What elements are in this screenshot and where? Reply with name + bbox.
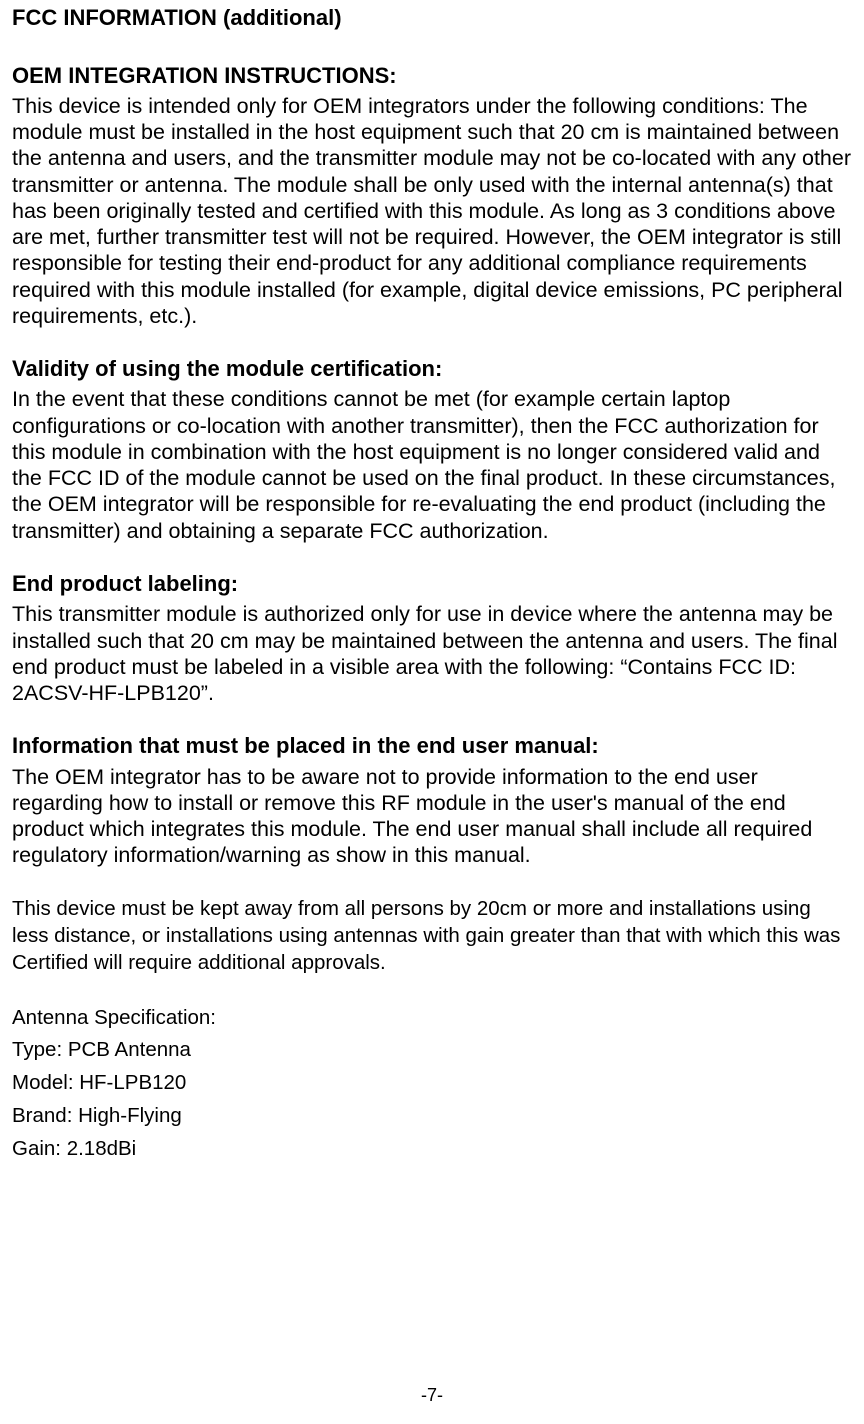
antenna-spec-gain: Gain: 2.18dBi (12, 1133, 852, 1166)
oem-body: This device is intended only for OEM int… (12, 93, 852, 329)
labeling-body: This transmitter module is authorized on… (12, 601, 852, 706)
oem-heading: OEM INTEGRATION INSTRUCTIONS: (12, 62, 852, 90)
antenna-spec-title: Antenna Specification: (12, 1002, 852, 1035)
distance-warning: This device must be kept away from all p… (12, 895, 852, 976)
validity-heading: Validity of using the module certificati… (12, 355, 852, 383)
antenna-spec-type: Type: PCB Antenna (12, 1034, 852, 1067)
labeling-heading: End product labeling: (12, 570, 852, 598)
antenna-spec-model: Model: HF-LPB120 (12, 1067, 852, 1100)
page-footer: -7- (0, 1385, 864, 1406)
antenna-spec-brand: Brand: High-Flying (12, 1100, 852, 1133)
manual-heading: Information that must be placed in the e… (12, 732, 852, 760)
validity-body: In the event that these conditions canno… (12, 386, 852, 543)
page: FCC INFORMATION (additional) OEM INTEGRA… (0, 0, 864, 1424)
page-title: FCC INFORMATION (additional) (12, 4, 852, 32)
manual-body: The OEM integrator has to be aware not t… (12, 764, 852, 869)
